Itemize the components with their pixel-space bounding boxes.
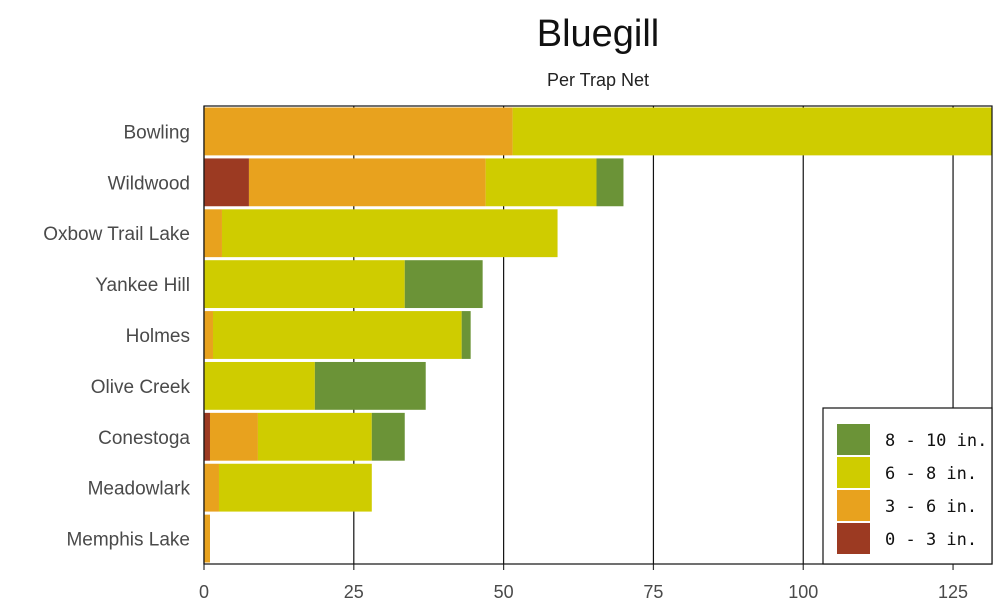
category-label: Conestoga xyxy=(98,428,190,449)
x-tick-label: 125 xyxy=(938,582,968,602)
category-labels: Bowling Wildwood Oxbow Trail Lake Yankee Hi… xyxy=(43,122,190,550)
bar-segment xyxy=(204,514,210,563)
category-label: Holmes xyxy=(126,326,190,347)
legend-label: 8 - 10 in. xyxy=(885,431,987,451)
bar-segments xyxy=(204,107,992,563)
x-tick-label: 75 xyxy=(643,582,663,602)
legend: 8 - 10 in. 6 - 8 in. 3 - 6 in. 0 - 3 in. xyxy=(822,407,993,565)
bar-segment xyxy=(404,260,483,309)
category-label: Olive Creek xyxy=(91,377,191,398)
bar-segment xyxy=(596,158,624,207)
legend-swatch xyxy=(837,490,870,521)
bar-segment xyxy=(204,209,222,258)
x-tick-label: 100 xyxy=(788,582,818,602)
category-label: Oxbow Trail Lake xyxy=(43,224,190,245)
category-label: Bowling xyxy=(123,122,190,143)
bar-segment xyxy=(248,158,486,207)
bar-segment xyxy=(204,107,513,156)
x-tick-label: 0 xyxy=(199,582,209,602)
bar-segment xyxy=(314,361,426,410)
category-label: Yankee Hill xyxy=(95,275,190,296)
bar-segment xyxy=(204,412,210,461)
category-label: Memphis Lake xyxy=(66,530,190,551)
category-label: Wildwood xyxy=(108,173,190,194)
x-axis-ticks: 0 25 50 75 100 125 xyxy=(199,564,968,602)
bar-segment xyxy=(209,412,258,461)
legend-swatch xyxy=(837,457,870,488)
bar-segment xyxy=(204,311,213,359)
bar-segment xyxy=(461,311,471,359)
bar-segment xyxy=(485,158,597,207)
bar-segment xyxy=(204,463,219,512)
chart-title: Bluegill xyxy=(537,13,660,55)
bar-segment xyxy=(218,463,372,512)
legend-swatch xyxy=(837,424,870,455)
plot-frame xyxy=(203,105,993,565)
bar-segment xyxy=(204,361,315,410)
bar-segment xyxy=(512,107,992,156)
x-tick-label: 25 xyxy=(344,582,364,602)
bar-segment xyxy=(371,412,405,461)
legend-label: 3 - 6 in. xyxy=(885,497,977,517)
bar-segment xyxy=(257,412,372,461)
bar-segment xyxy=(221,209,558,258)
legend-label: 6 - 8 in. xyxy=(885,464,977,484)
bar-segment xyxy=(204,158,249,207)
bar-segment xyxy=(212,311,462,359)
bar-segment xyxy=(204,260,405,309)
legend-swatch xyxy=(837,523,870,554)
chart-subtitle: Per Trap Net xyxy=(547,70,649,90)
category-label: Meadowlark xyxy=(88,479,191,500)
legend-label: 0 - 3 in. xyxy=(885,530,977,550)
x-tick-label: 50 xyxy=(494,582,514,602)
